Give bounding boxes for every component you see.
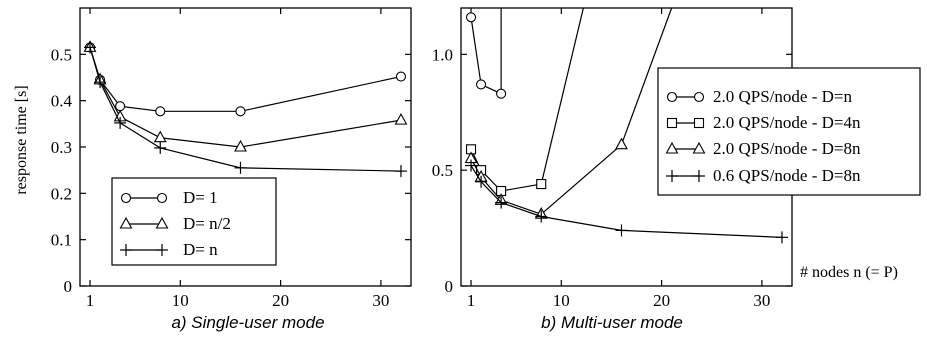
y-tick-label-a-0: 0 <box>64 277 73 296</box>
legend-label-a-2: D= n <box>183 240 218 259</box>
legend-marker-b-3-1 <box>693 170 705 182</box>
point-b-1-3 <box>536 179 547 190</box>
y-tick-label-a-5: 0.5 <box>51 45 72 64</box>
legend-sample-a-0 <box>120 192 168 204</box>
legend-box-b <box>657 67 921 196</box>
series-line-a-0 <box>89 47 402 112</box>
legend-marker-b-2-0 <box>665 141 679 154</box>
point-a-1-4 <box>234 139 247 152</box>
legend-label-a-0: D= 1 <box>183 188 218 207</box>
legend-sample-b-2 <box>665 141 706 154</box>
point-a-2-3 <box>154 141 167 154</box>
legend-sample-b-3 <box>666 170 705 182</box>
x-tick-label-b-1: 10 <box>553 291 570 310</box>
legend-marker-a-0-0 <box>120 192 132 204</box>
legend-marker-a-1-0 <box>119 216 133 229</box>
x-tick-label-b-2: 20 <box>653 291 670 310</box>
series-tail-b-2 <box>620 7 673 145</box>
legend-a: D= 1 D= n/2 D= n <box>111 177 277 266</box>
legend-sample-b-1 <box>666 117 705 129</box>
point-a-0-3 <box>155 106 166 117</box>
point-a-0-2 <box>115 101 126 112</box>
legend-label-a-1: D= n/2 <box>183 214 231 233</box>
legend-label-b-2: 2.0 QPS/node - D=8n <box>713 139 861 158</box>
legend-marker-b-3-0 <box>666 170 678 182</box>
point-b-0-0 <box>465 12 477 23</box>
point-a-2-1 <box>94 76 107 89</box>
chart-panel-b: 1 10 20 30 0 0.5 1.0 2.0 QPS/node - D=n 2.0 QP… <box>432 7 921 332</box>
point-b-3-5 <box>775 231 788 244</box>
point-b-0-1 <box>476 79 487 90</box>
point-b-3-3 <box>535 210 548 223</box>
series-line-b-1 <box>470 149 542 192</box>
point-b-2-4 <box>615 137 628 150</box>
legend-marker-b-0-0 <box>666 91 678 103</box>
legend-label-b-3: 0.6 QPS/node - D=8n <box>713 166 861 185</box>
ticks-a: 1 10 20 30 0 0.1 0.2 0.3 0.4 0.5 <box>51 8 411 310</box>
legend-marker-b-1-1 <box>693 117 705 129</box>
series-line-a-1 <box>89 47 402 148</box>
series-b <box>464 7 788 244</box>
x-tick-label-a-1: 10 <box>172 291 189 310</box>
series-line-b-3 <box>470 165 782 238</box>
point-a-1-3 <box>153 130 167 143</box>
point-b-3-1 <box>475 175 488 188</box>
point-a-0-5 <box>395 71 407 82</box>
ticks-b: 1 10 20 30 0 0.5 1.0 <box>432 8 792 310</box>
legend-label-b-1: 2.0 QPS/node - D=4n <box>713 113 861 132</box>
y-tick-label-b-2: 1.0 <box>432 45 453 64</box>
x-tick-label-a-0: 1 <box>86 291 95 310</box>
legend-sample-a-2 <box>120 244 168 256</box>
legend-marker-b-1-0 <box>666 117 678 129</box>
x-tick-label-a-2: 20 <box>272 291 289 310</box>
x-tick-label-b-3: 30 <box>753 291 770 310</box>
y-axis-label-a: response time [s] <box>13 85 30 194</box>
legend-marker-a-2-0 <box>120 244 132 256</box>
point-b-3-2 <box>495 196 508 209</box>
point-a-2-5 <box>394 165 407 178</box>
y-tick-label-a-4: 0.4 <box>51 92 73 111</box>
legend-marker-a-0-1 <box>156 192 168 204</box>
legend-marker-b-0-1 <box>693 91 705 103</box>
legend-sample-b-0 <box>666 91 705 103</box>
legend-b: 2.0 QPS/node - D=n 2.0 QPS/node - D=4n 2… <box>657 67 921 196</box>
x-tick-label-a-3: 30 <box>372 291 389 310</box>
y-tick-label-a-1: 0.1 <box>51 231 72 250</box>
x-axis-label-b: # nodes n (= P) <box>800 264 898 281</box>
legend-marker-a-2-1 <box>156 244 168 256</box>
point-a-2-4 <box>234 161 247 174</box>
series-line-a-2 <box>89 47 401 172</box>
legend-marker-b-2-1 <box>692 141 706 154</box>
y-tick-label-a-2: 0.2 <box>51 184 72 203</box>
legend-label-b-0: 2.0 QPS/node - D=n <box>713 87 852 106</box>
series-tail-b-1 <box>540 7 584 185</box>
point-a-2-2 <box>114 116 127 129</box>
legend-marker-a-1-1 <box>155 216 169 229</box>
x-tick-label-b-0: 1 <box>467 291 476 310</box>
point-a-1-5 <box>394 112 408 125</box>
chart-title-a: a) Single-user mode <box>171 313 324 332</box>
y-tick-label-b-1: 0.5 <box>432 161 453 180</box>
point-b-3-0 <box>465 159 478 172</box>
point-b-0-2 <box>496 88 507 99</box>
point-a-0-4 <box>235 106 246 117</box>
series-a <box>83 40 408 178</box>
point-b-3-4 <box>615 224 628 237</box>
y-tick-label-b-0: 0 <box>445 277 454 296</box>
series-line-b-0 <box>470 17 502 95</box>
y-tick-label-a-3: 0.3 <box>51 138 72 157</box>
chart-panel-a: response time [s] 1 10 20 30 0 0.1 0.2 0.3 0.4 0.… <box>13 7 412 332</box>
point-a-2-0 <box>84 41 97 54</box>
chart-title-b: b) Multi-user mode <box>541 313 683 332</box>
legend-sample-a-1 <box>119 216 169 229</box>
